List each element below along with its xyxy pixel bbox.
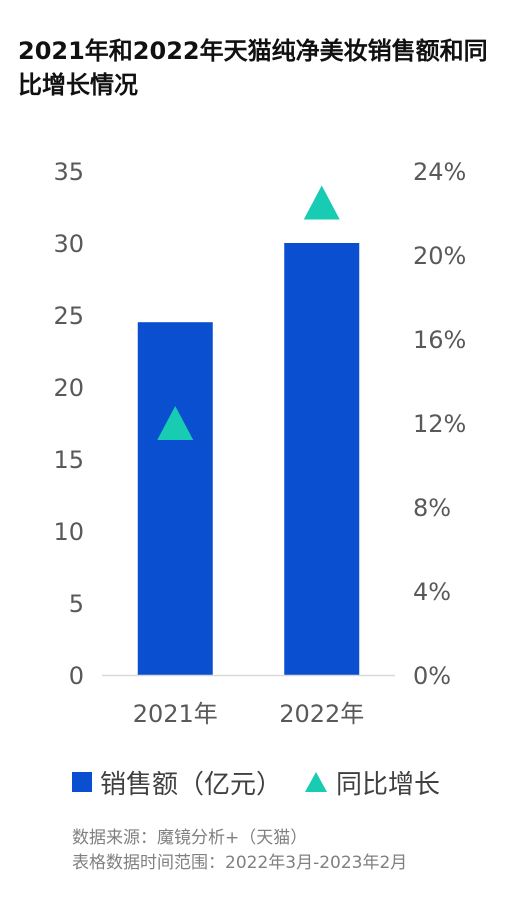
legend: 销售额（亿元） 同比增长: [72, 762, 440, 802]
left-tick-label: 35: [53, 158, 84, 186]
growth-marker-1: [157, 406, 194, 440]
left-tick-label: 15: [53, 446, 84, 474]
right-tick-label: 16%: [413, 326, 466, 354]
source-note: 数据来源：魔镜分析+（天猫） 表格数据时间范围：2022年3月-2023年2月: [72, 826, 407, 876]
left-tick-label: 25: [53, 302, 84, 330]
category-label: 2021年: [133, 700, 218, 728]
right-tick-label: 4%: [413, 578, 451, 606]
right-tick-label: 20%: [413, 242, 466, 270]
left-tick-label: 5: [69, 590, 84, 618]
bar-1: [137, 322, 213, 675]
left-tick-label: 30: [53, 230, 84, 258]
legend-bar-swatch: [72, 772, 92, 792]
growth-marker-2: [303, 185, 340, 220]
left-axis-ticks: 0 5 10 15 20 25 30 35: [53, 158, 84, 690]
legend-bar-label: 销售额（亿元）: [100, 769, 283, 800]
right-axis-ticks: 0% 4% 8% 12% 16% 20% 24%: [413, 158, 466, 690]
x-axis-labels: 2021年 2022年: [133, 700, 365, 728]
bar-series: [137, 243, 360, 675]
bar-2: [284, 243, 360, 675]
source-line-1: 数据来源：魔镜分析+（天猫）: [72, 828, 308, 848]
growth-series: [157, 185, 340, 440]
right-tick-label: 0%: [413, 662, 451, 690]
right-tick-label: 12%: [413, 410, 466, 438]
left-tick-label: 10: [53, 518, 84, 546]
legend-triangle-icon: [305, 772, 328, 792]
source-line-2: 表格数据时间范围：2022年3月-2023年2月: [72, 853, 408, 873]
category-label: 2022年: [279, 700, 364, 728]
right-tick-label: 8%: [413, 494, 451, 522]
legend-triangle-label: 同比增长: [336, 769, 441, 800]
left-tick-label: 0: [69, 662, 84, 690]
left-tick-label: 20: [53, 374, 84, 402]
right-tick-label: 24%: [413, 158, 466, 186]
chart-title: 2021年和2022年天猫纯净美妆销售额和同比增长情况: [18, 37, 488, 99]
